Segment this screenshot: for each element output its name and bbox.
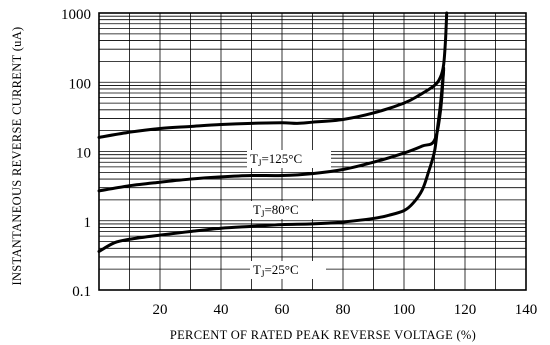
grid bbox=[99, 13, 526, 290]
y-tick-label: 0.1 bbox=[72, 284, 91, 300]
series-label-bg bbox=[250, 201, 324, 219]
y-tick-label: 1000 bbox=[61, 7, 91, 23]
x-tick-labels: 20 40 60 80 100 120 140 bbox=[153, 302, 538, 318]
x-tick-label: 140 bbox=[515, 302, 538, 318]
series-line-80c bbox=[97, 66, 446, 193]
series-label: TJ=125°C bbox=[250, 151, 302, 168]
y-tick-label: 1 bbox=[84, 215, 92, 231]
x-tick-label: 80 bbox=[336, 302, 351, 318]
plot-frame bbox=[98, 12, 527, 291]
series-line-125c bbox=[97, 11, 449, 139]
series-label: TJ=25°C bbox=[253, 262, 299, 279]
x-tick-label: 60 bbox=[275, 302, 290, 318]
x-tick-label: 40 bbox=[214, 302, 229, 318]
y-tick-label: 100 bbox=[69, 76, 92, 92]
series-group bbox=[97, 11, 449, 253]
series-labels: TJ=125°C TJ=80°C TJ=25°C bbox=[247, 150, 331, 279]
x-tick-label: 120 bbox=[454, 302, 477, 318]
series-label: TJ=80°C bbox=[253, 202, 299, 219]
y-axis-label: INSTANTANEOUS REVERSE CURRENT (uA) bbox=[10, 26, 24, 285]
x-axis-label: PERCENT OF RATED PEAK REVERSE VOLTAGE (%… bbox=[170, 328, 476, 342]
series-label-bg bbox=[250, 261, 326, 279]
series-label-bg bbox=[247, 150, 331, 168]
series-line-25c bbox=[97, 68, 446, 253]
x-tick-label: 100 bbox=[393, 302, 416, 318]
x-tick-label: 20 bbox=[153, 302, 168, 318]
y-tick-labels: 0.1 1 10 100 1000 bbox=[61, 7, 91, 300]
y-tick-label: 10 bbox=[76, 146, 91, 162]
